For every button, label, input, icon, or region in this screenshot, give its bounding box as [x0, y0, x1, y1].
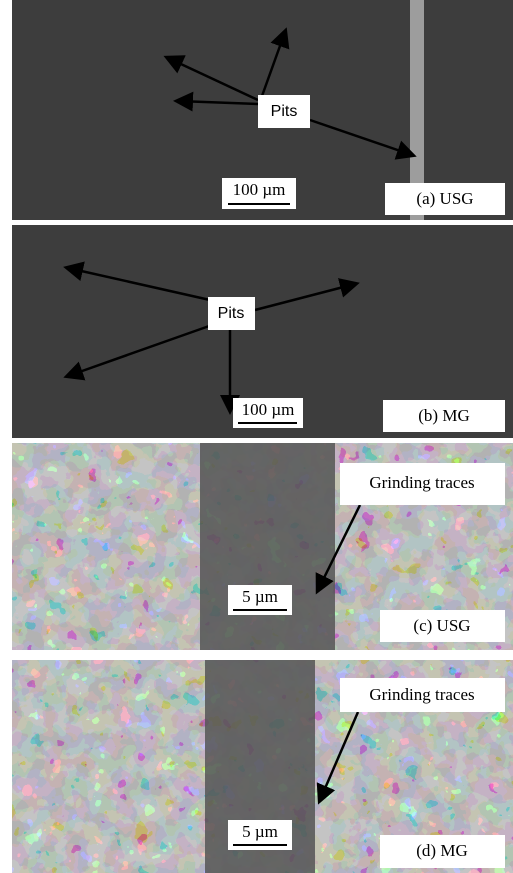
panel-a: Pits 100 µm (a) USG: [12, 0, 513, 220]
scale-bar-label: 5 µm: [242, 822, 278, 841]
panel-c: Grinding traces 5 µm (c) USG: [12, 443, 513, 650]
panel-label: (c) USG: [413, 616, 470, 635]
scale-bar-label: 100 µm: [242, 400, 295, 419]
annotation: Pits: [218, 305, 245, 322]
figure: Pits 100 µm (a) USG Pits 100 µm (b) MG G…: [0, 0, 513, 873]
annotation: Pits: [271, 103, 298, 120]
scale-bar-label: 100 µm: [233, 180, 286, 199]
annotation: Grinding traces: [369, 685, 474, 704]
panel-label: (b) MG: [418, 406, 469, 425]
annotation: Grinding traces: [369, 473, 474, 492]
panel-d: Grinding traces 5 µm (d) MG: [12, 660, 513, 873]
panel-b: Pits 100 µm (b) MG: [12, 225, 513, 438]
panel-label: (a) USG: [416, 189, 473, 208]
scale-bar-label: 5 µm: [242, 587, 278, 606]
panel-label: (d) MG: [416, 841, 467, 860]
